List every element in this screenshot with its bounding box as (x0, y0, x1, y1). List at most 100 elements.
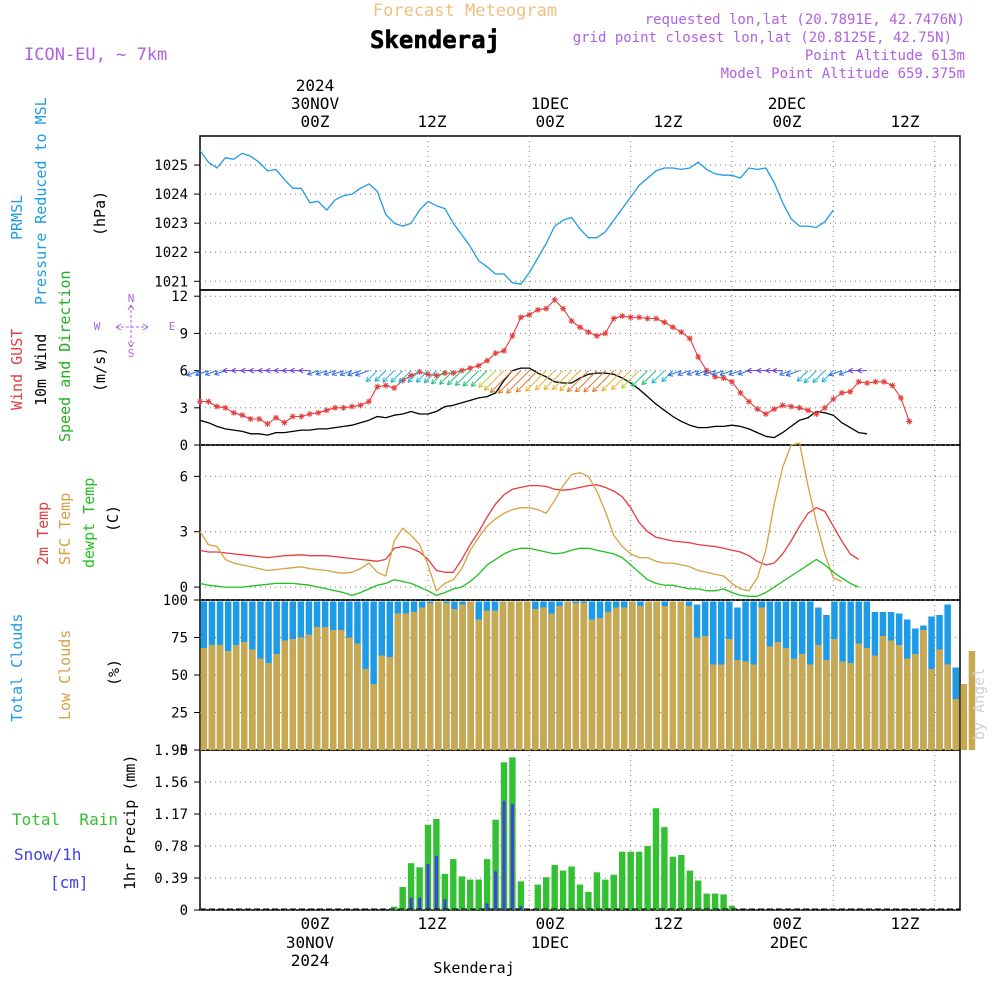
top-date-2dec: 2DEC (768, 94, 807, 113)
low-clouds-bar (726, 639, 733, 750)
wind-arrow-head (374, 376, 380, 382)
gust-marker (805, 407, 811, 414)
y-tick-label: 0.78 (154, 839, 188, 855)
low-clouds-bar (556, 606, 563, 750)
low-clouds-bar (952, 699, 959, 750)
wind-arrow (506, 370, 530, 394)
wind-arrow-head (703, 370, 709, 377)
wind-arrow-head (772, 367, 778, 374)
gust-marker (399, 377, 406, 384)
precip-unit-label: 1hr Precip (mm) (121, 755, 139, 890)
low-clouds-bar (362, 669, 369, 750)
bottom-hour-label: 00Z (301, 914, 330, 933)
chart-marks (186, 150, 976, 910)
low-clouds-bar (249, 649, 256, 750)
wind-arrow (195, 370, 209, 376)
wind-arrow-head (231, 367, 237, 374)
wind-arrow-head (746, 367, 752, 374)
gust-marker (788, 403, 795, 410)
gust-marker (644, 315, 651, 322)
rain-bar (703, 893, 710, 910)
gust-marker (365, 398, 372, 405)
low-clouds-bar (750, 664, 757, 750)
top-time-axis: 2024 30NOV 00Z 12Z 1DEC 00Z 12Z 2DEC 00Z… (291, 76, 920, 131)
gust-marker (247, 415, 254, 422)
rain-bar (467, 879, 474, 910)
y-tick-label: 3 (180, 401, 188, 417)
wind-arrow (641, 370, 657, 385)
low-clouds-bar (968, 651, 976, 750)
rain-bar (517, 881, 525, 910)
rain-bar (661, 827, 668, 910)
low-clouds-bar (710, 664, 717, 750)
low-clouds-bar (960, 684, 968, 750)
wind-arrow (462, 370, 480, 387)
low-clouds-bar (515, 601, 523, 750)
gust-marker (256, 415, 263, 422)
low-clouds-bar (281, 640, 288, 750)
wind-arrow-head (470, 381, 477, 387)
wind-arrow (703, 370, 716, 376)
wind-arrow-head (439, 379, 445, 385)
low-clouds-bar (823, 660, 830, 750)
low-clouds-bar (507, 601, 515, 750)
wind-arrow (631, 370, 648, 387)
low-clouds-bar (871, 655, 879, 750)
gust-marker (830, 396, 837, 403)
rain-bar (559, 870, 567, 910)
y-tick-label: 6 (180, 469, 188, 485)
gust-marker (864, 380, 871, 386)
pressure-unit-label: (hPa) (91, 191, 109, 236)
gust-marker (416, 368, 423, 375)
gust-marker (881, 378, 887, 385)
low-clouds-bar (798, 654, 806, 750)
low-clouds-bar (354, 643, 361, 750)
wind-arrow-head (574, 387, 581, 393)
wind-arrow-head (779, 370, 785, 377)
gust-marker (602, 330, 609, 337)
tick-labels: 1021102210231024102503691203602550751000… (154, 158, 188, 919)
wind-arrow-head (240, 367, 246, 374)
snow-bar (443, 899, 447, 910)
snow-bar (434, 855, 438, 910)
low-clouds-bar (572, 603, 579, 750)
low-clouds-bar (782, 648, 790, 750)
low-clouds-bar (790, 658, 798, 750)
low-clouds-bar (410, 612, 418, 750)
wind-arrow-head (323, 370, 329, 376)
wind-panel (199, 289, 961, 446)
low-clouds-bar (467, 601, 474, 750)
wind-arrow-head (307, 370, 313, 376)
snow-bar (485, 903, 489, 910)
gust-marker (729, 378, 735, 385)
wind-arrow-head (828, 371, 835, 377)
wind-arrow (339, 370, 353, 376)
model-name: ICON-EU, ~ 7km (24, 45, 167, 65)
rain-bar (551, 864, 558, 910)
wind-arrow (186, 370, 201, 376)
wind-arrow (307, 370, 319, 375)
low-clouds-bar (330, 630, 337, 750)
gust-marker (230, 409, 237, 416)
gust-marker (501, 347, 507, 354)
wind-arrow (686, 370, 699, 376)
wind-arrow-head (601, 385, 607, 392)
low-clouds-bar (297, 637, 305, 750)
rain-bar (475, 879, 482, 910)
low-clouds-bar (887, 640, 895, 750)
rain-bar (695, 880, 702, 910)
y-tick-label: 1.17 (154, 807, 188, 823)
low-clouds-bar (394, 613, 402, 750)
gust-marker (475, 362, 482, 369)
snow-bar (426, 864, 430, 910)
low-clouds-bar (451, 609, 458, 750)
wind-arrow (365, 370, 378, 383)
gust-marker (492, 350, 499, 357)
bottom-date-30nov: 30NOV (286, 933, 335, 952)
temp-2m-label: 2m Temp (34, 502, 52, 565)
gust-marker (568, 318, 575, 324)
gust-marker (720, 375, 727, 382)
low-clouds-bar (645, 601, 652, 750)
wind-arrow (497, 370, 522, 394)
